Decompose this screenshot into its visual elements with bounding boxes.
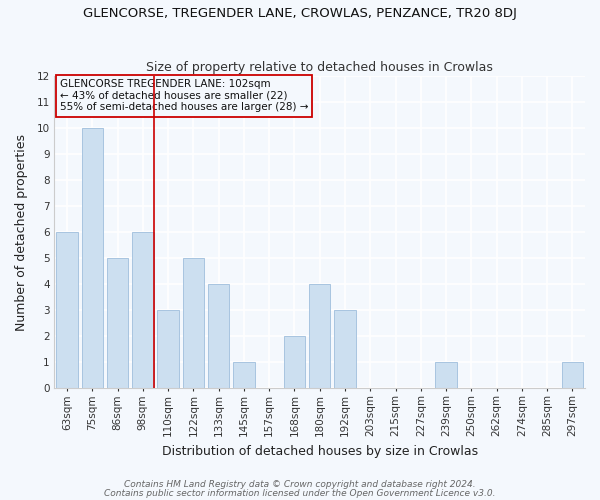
Bar — [233, 362, 254, 388]
X-axis label: Distribution of detached houses by size in Crowlas: Distribution of detached houses by size … — [161, 444, 478, 458]
Bar — [309, 284, 331, 389]
Text: Contains public sector information licensed under the Open Government Licence v3: Contains public sector information licen… — [104, 489, 496, 498]
Bar — [157, 310, 179, 388]
Bar — [82, 128, 103, 388]
Text: Contains HM Land Registry data © Crown copyright and database right 2024.: Contains HM Land Registry data © Crown c… — [124, 480, 476, 489]
Bar — [132, 232, 154, 388]
Text: GLENCORSE, TREGENDER LANE, CROWLAS, PENZANCE, TR20 8DJ: GLENCORSE, TREGENDER LANE, CROWLAS, PENZ… — [83, 8, 517, 20]
Y-axis label: Number of detached properties: Number of detached properties — [15, 134, 28, 331]
Bar — [436, 362, 457, 388]
Bar — [182, 258, 204, 388]
Bar — [208, 284, 229, 389]
Text: GLENCORSE TREGENDER LANE: 102sqm
← 43% of detached houses are smaller (22)
55% o: GLENCORSE TREGENDER LANE: 102sqm ← 43% o… — [60, 79, 308, 112]
Bar — [562, 362, 583, 388]
Bar — [107, 258, 128, 388]
Bar — [334, 310, 356, 388]
Bar — [56, 232, 78, 388]
Bar — [284, 336, 305, 388]
Title: Size of property relative to detached houses in Crowlas: Size of property relative to detached ho… — [146, 60, 493, 74]
